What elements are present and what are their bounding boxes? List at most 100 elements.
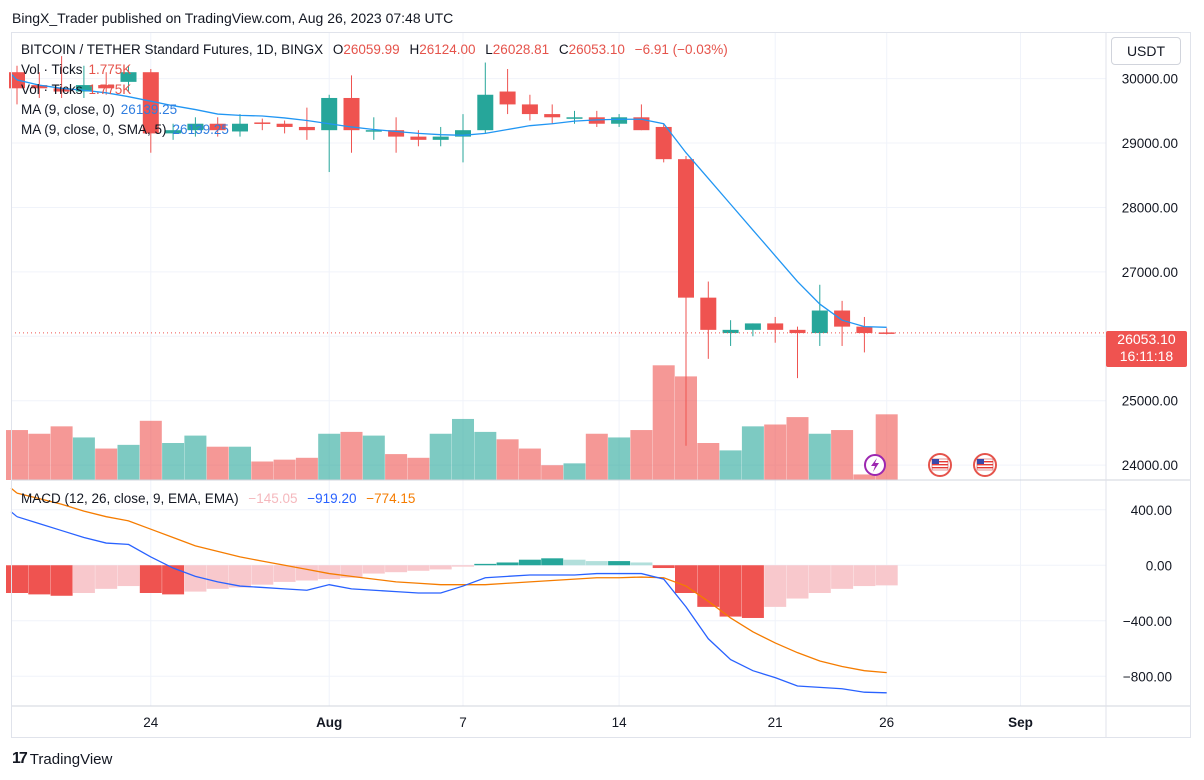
ma-legend-2[interactable]: MA (9, close, 0, SMA, 5) 26139.25: [21, 122, 229, 137]
publisher-line: BingX_Trader published on TradingView.co…: [12, 10, 454, 26]
macd-tick-label: 400.00: [1131, 503, 1172, 518]
volume-bar: [385, 454, 408, 480]
tradingview-brand: TradingView: [29, 750, 113, 768]
volume-bar: [340, 431, 363, 480]
low-label: L: [485, 42, 493, 57]
macd-hist-bar: [786, 565, 809, 599]
price-tick-label: 28000.00: [1122, 200, 1178, 215]
candle-body: [856, 326, 873, 334]
candle-body: [834, 310, 851, 327]
close-value: 26053.10: [568, 42, 625, 57]
candle-body: [811, 310, 828, 334]
symbol-name: BITCOIN / TETHER Standard Futures, 1D, B…: [21, 42, 324, 57]
candle-body: [521, 104, 538, 115]
macd-hist-value: −145.05: [248, 491, 298, 506]
candle-body: [298, 126, 315, 131]
macd-hist-bar: [318, 565, 341, 580]
macd-legend[interactable]: MACD (12, 26, close, 9, EMA, EMA) −145.0…: [21, 491, 415, 506]
volume-bar: [50, 426, 73, 480]
time-tick-label: 7: [459, 715, 467, 730]
candle-body: [187, 123, 204, 131]
volume-bar: [719, 450, 742, 480]
macd-hist-bar: [518, 559, 541, 566]
high-label: H: [409, 42, 420, 57]
time-tick-label: 24: [143, 715, 159, 730]
volume-legend-2[interactable]: Vol · Ticks 1.775K: [21, 82, 131, 97]
candle-body: [209, 123, 226, 131]
volume-bar: [585, 433, 608, 480]
ma-polyline-lead: [10, 73, 18, 81]
volume-bar: [318, 433, 341, 480]
volume-bar: [28, 433, 51, 480]
volume-bar: [496, 439, 519, 480]
currency-button[interactable]: USDT: [1111, 37, 1181, 65]
volume-bar: [831, 430, 854, 480]
candle-body: [744, 323, 761, 330]
macd-histogram: [6, 558, 898, 618]
volume-bar: [72, 437, 95, 480]
candle-body: [75, 85, 92, 92]
macd-hist-bar: [340, 565, 363, 578]
candle-body: [477, 94, 494, 131]
us-flag-event-icon[interactable]: [973, 453, 997, 477]
candle-body: [544, 114, 561, 118]
candle-body: [142, 72, 159, 134]
event-icons[interactable]: [864, 453, 997, 477]
volume-legend-1[interactable]: Vol · Ticks 1.775K: [21, 62, 131, 77]
macd-hist-bar: [162, 565, 185, 595]
volume-bar: [808, 433, 831, 480]
ma-legend-1[interactable]: MA (9, close, 0) 26139.25: [21, 102, 177, 117]
macd-hist-bar: [251, 565, 274, 585]
open-value: 26059.99: [343, 42, 400, 57]
candle-body: [722, 329, 739, 334]
macd-axis[interactable]: 400.00 0.00 −400.00 −800.00: [1123, 503, 1172, 685]
macd-tick-label: −800.00: [1123, 669, 1172, 684]
volume-bar: [229, 446, 251, 480]
macd-hist-bar: [496, 562, 519, 566]
candle-body: [388, 130, 405, 137]
change-value: −6.91 (−0.03%): [634, 42, 728, 57]
lightning-event-icon[interactable]: [864, 454, 886, 476]
chart-frame: [11, 32, 1191, 738]
high-value: 26124.00: [419, 42, 476, 57]
macd-hist-bar: [429, 565, 452, 570]
time-tick-label: 14: [612, 715, 628, 730]
time-tick-label: Aug: [316, 715, 342, 730]
candle-body: [566, 117, 583, 119]
macd-hist-bar: [184, 565, 207, 592]
us-flag-event-icon[interactable]: [928, 453, 952, 477]
candle-body: [655, 126, 672, 160]
candle-body: [276, 123, 293, 127]
volume-bar: [429, 433, 452, 480]
ma-label: MA (9, close, 0): [21, 102, 115, 117]
macd-hist-bar: [295, 565, 318, 581]
ma-polyline: [16, 79, 887, 328]
macd-hist-bar: [95, 565, 118, 589]
candle-body: [365, 130, 382, 132]
symbol-legend[interactable]: BITCOIN / TETHER Standard Futures, 1D, B…: [21, 42, 728, 57]
volume-bar: [563, 463, 586, 480]
macd-hist-bar: [474, 563, 497, 566]
candle-body: [98, 85, 115, 89]
volume-bar: [273, 459, 296, 480]
macd-hist-bar: [50, 565, 73, 596]
candle-body: [432, 136, 449, 140]
time-axis[interactable]: 24 Aug 7 14 21 26 Sep: [143, 715, 1033, 730]
volume-bar: [95, 448, 118, 480]
candle-body: [878, 332, 895, 334]
candle-body: [232, 123, 248, 132]
macd-hist-bar: [452, 565, 474, 567]
macd-lines: [10, 487, 887, 694]
candle-body: [455, 130, 471, 137]
tradingview-logo[interactable]: 17 TradingView: [12, 750, 112, 768]
macd-hist-bar: [831, 565, 854, 589]
last-price-tag: 26053.10 16:11:18: [1106, 331, 1187, 367]
volume-bar: [474, 431, 497, 480]
macd-hist-bar: [273, 565, 296, 582]
price-tick-label: 30000.00: [1122, 72, 1178, 87]
candle-body: [165, 130, 182, 134]
macd-hist-bar: [407, 565, 430, 571]
volume-bar: [518, 448, 541, 480]
last-price-value: 26053.10: [1117, 331, 1176, 347]
